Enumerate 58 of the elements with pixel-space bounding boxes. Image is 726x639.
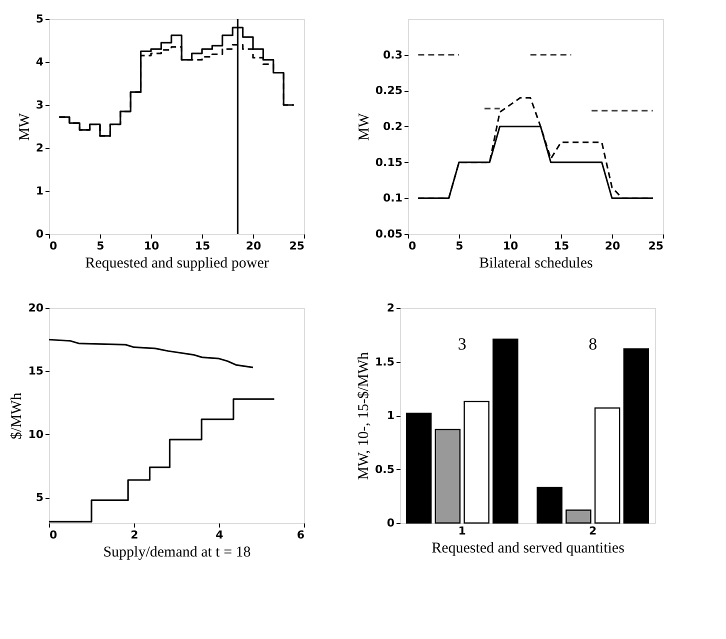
x-axis-title: Supply/demand at t = 18 (103, 544, 251, 560)
x-tick-label: 20 (604, 240, 620, 252)
y-tick-label: 0.3 (383, 48, 402, 62)
x-tick-label: 15 (194, 240, 210, 252)
y-tick-label: 0.15 (375, 156, 402, 169)
y-tick-label: 2 (36, 142, 44, 154)
y-axis-title: MW, 10-, 15-$/MWh (356, 352, 372, 480)
x-axis-title: Bilateral schedules (479, 256, 594, 272)
x-tick-label: 2 (130, 528, 138, 542)
y-tick-label: 1 (36, 184, 44, 198)
x-tick-label: 0 (408, 240, 416, 252)
x-tick-label: 4 (216, 528, 224, 542)
x-tick-label: 10 (502, 240, 518, 252)
y-tick-label: 15 (28, 364, 44, 378)
y-tick-label: 10 (28, 428, 44, 441)
x-tick-label: 20 (246, 240, 262, 252)
y-tick-label: 0.1 (383, 192, 402, 205)
x-tick-label: 5 (96, 240, 104, 252)
x-tick-label: 6 (296, 528, 305, 542)
bar (492, 338, 518, 524)
x-tick-label: 2 (589, 524, 597, 538)
y-axis-title: $/MWh (9, 392, 26, 440)
x-tick-label: 5 (456, 240, 464, 252)
bar (536, 486, 562, 524)
bar (594, 407, 620, 524)
y-tick-label: 0 (36, 228, 44, 240)
y-tick-label: 5 (36, 12, 44, 26)
y-tick-label: 0.25 (375, 84, 402, 98)
x-tick-label: 1 (458, 524, 466, 538)
x-tick-label: 0 (50, 528, 58, 542)
bar (434, 428, 461, 524)
y-tick-label: 4 (36, 56, 44, 68)
y-tick-label: 20 (28, 302, 44, 314)
bar (623, 348, 650, 524)
x-tick-label: 0 (50, 240, 58, 252)
y-tick-label: 5 (36, 491, 44, 504)
y-tick-label: 2 (386, 302, 394, 314)
annotation: 8 (588, 334, 598, 354)
y-tick-label: 0.05 (375, 228, 402, 240)
y-tick-label: 1.5 (375, 355, 394, 368)
y-tick-label: 3 (36, 98, 44, 112)
y-tick-label: 1 (386, 409, 394, 422)
x-tick-label: 10 (144, 240, 160, 252)
annotation: 3 (458, 334, 466, 354)
y-axis-title: MW (356, 112, 372, 141)
y-tick-label: 0.5 (375, 462, 394, 476)
y-tick-label: 0.2 (383, 120, 402, 133)
x-tick-label: 25 (648, 240, 664, 252)
y-axis-title: MW (16, 112, 33, 141)
line-series (49, 338, 254, 368)
x-tick-label: 25 (289, 240, 304, 252)
x-axis-title: Requested and served quantities (432, 540, 625, 556)
y-tick-label: 0 (386, 516, 395, 530)
bar (464, 400, 490, 524)
bar (566, 510, 592, 524)
bar (406, 412, 432, 524)
x-axis-title: Requested and supplied power (85, 256, 269, 272)
x-tick-label: 15 (554, 240, 570, 252)
